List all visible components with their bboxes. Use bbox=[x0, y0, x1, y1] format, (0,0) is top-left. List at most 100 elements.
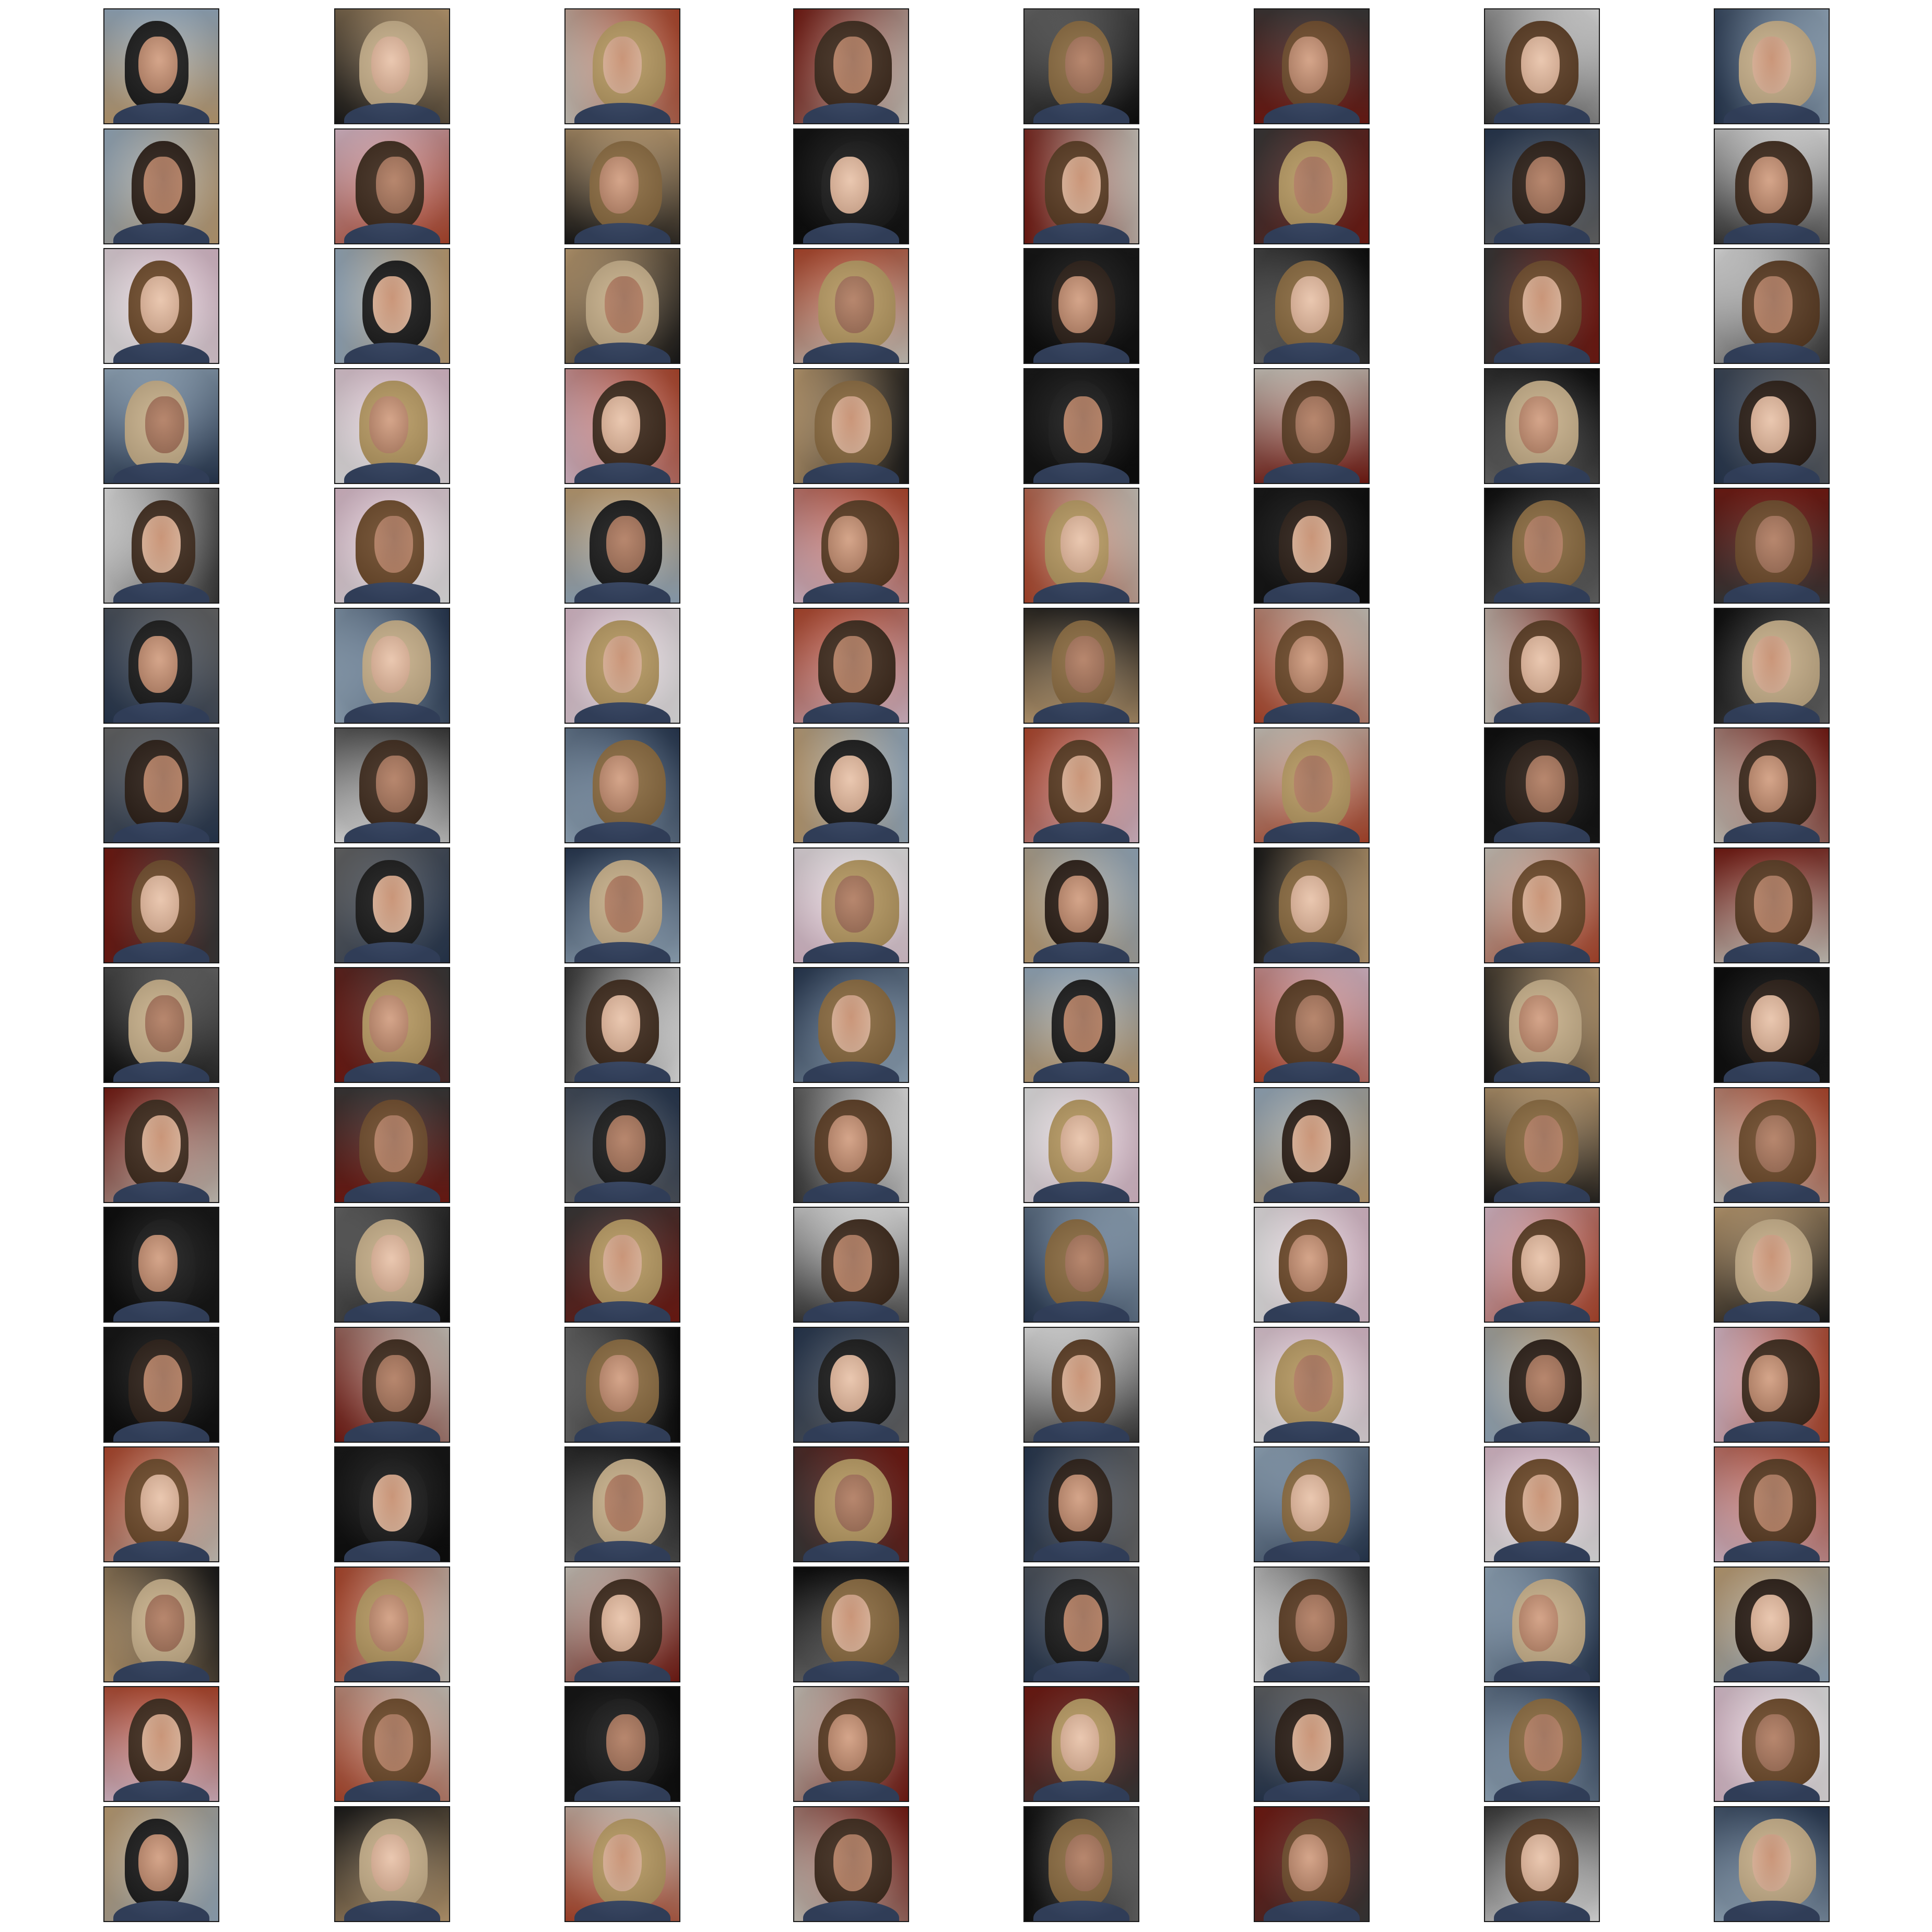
generated-face-image bbox=[103, 608, 219, 724]
generated-face-image bbox=[1254, 1566, 1370, 1682]
generated-face-image bbox=[793, 727, 909, 843]
generated-face-image bbox=[564, 1327, 680, 1443]
generated-face-image bbox=[103, 1806, 219, 1922]
generated-face-image bbox=[1484, 248, 1600, 364]
generated-face-image bbox=[1023, 967, 1139, 1083]
generated-face-image bbox=[1023, 847, 1139, 963]
generated-face-image bbox=[564, 1207, 680, 1323]
generated-face-image bbox=[1714, 967, 1830, 1083]
generated-face-image bbox=[1023, 1566, 1139, 1682]
generated-face-image bbox=[1484, 1087, 1600, 1203]
generated-face-image bbox=[1023, 608, 1139, 724]
generated-face-image bbox=[793, 967, 909, 1083]
generated-face-image bbox=[103, 727, 219, 843]
generated-face-image bbox=[1714, 1207, 1830, 1323]
generated-face-image bbox=[793, 1327, 909, 1443]
generated-face-image bbox=[334, 8, 450, 124]
generated-face-image bbox=[1254, 608, 1370, 724]
generated-face-image bbox=[1254, 128, 1370, 244]
generated-face-image bbox=[1714, 847, 1830, 963]
generated-face-image bbox=[793, 1087, 909, 1203]
generated-face-image bbox=[1714, 608, 1830, 724]
generated-face-image bbox=[1484, 128, 1600, 244]
generated-face-image bbox=[103, 368, 219, 484]
generated-face-image bbox=[793, 1806, 909, 1922]
generated-face-image bbox=[1023, 1686, 1139, 1802]
generated-face-image bbox=[1484, 1686, 1600, 1802]
generated-face-image bbox=[1023, 1806, 1139, 1922]
generated-face-image bbox=[1484, 727, 1600, 843]
generated-face-image bbox=[564, 248, 680, 364]
generated-face-image bbox=[564, 727, 680, 843]
generated-face-image bbox=[1254, 1207, 1370, 1323]
generated-face-image bbox=[1714, 368, 1830, 484]
generated-face-image bbox=[1714, 1566, 1830, 1682]
generated-face-image bbox=[103, 1327, 219, 1443]
generated-face-image bbox=[564, 1686, 680, 1802]
generated-face-image bbox=[1254, 1327, 1370, 1443]
generated-face-image bbox=[334, 488, 450, 604]
generated-face-image bbox=[334, 368, 450, 484]
generated-face-image bbox=[1484, 1446, 1600, 1562]
generated-face-image bbox=[793, 368, 909, 484]
generated-face-image bbox=[334, 608, 450, 724]
generated-face-image bbox=[1254, 727, 1370, 843]
generated-face-image bbox=[793, 8, 909, 124]
generated-face-image bbox=[1484, 1806, 1600, 1922]
generated-face-image bbox=[103, 248, 219, 364]
generated-face-image bbox=[1484, 1566, 1600, 1682]
generated-face-image bbox=[1254, 967, 1370, 1083]
generated-face-image bbox=[1023, 1207, 1139, 1323]
generated-face-image bbox=[1714, 1686, 1830, 1802]
generated-face-image bbox=[1714, 248, 1830, 364]
generated-face-image bbox=[793, 847, 909, 963]
generated-face-image bbox=[1023, 1087, 1139, 1203]
generated-face-image bbox=[103, 1207, 219, 1323]
generated-face-image bbox=[1023, 488, 1139, 604]
generated-face-image bbox=[1484, 8, 1600, 124]
generated-face-image bbox=[1254, 488, 1370, 604]
generated-face-image bbox=[1254, 847, 1370, 963]
generated-face-image bbox=[334, 1327, 450, 1443]
generated-face-image bbox=[334, 727, 450, 843]
generated-face-image bbox=[1023, 248, 1139, 364]
generated-face-image bbox=[334, 128, 450, 244]
generated-face-image bbox=[103, 847, 219, 963]
generated-face-image bbox=[1484, 1207, 1600, 1323]
generated-face-image bbox=[1714, 128, 1830, 244]
generated-face-image bbox=[1714, 1327, 1830, 1443]
generated-face-image bbox=[793, 128, 909, 244]
generated-face-image bbox=[334, 847, 450, 963]
generated-face-image bbox=[334, 1446, 450, 1562]
generated-face-image bbox=[1023, 1446, 1139, 1562]
generated-face-image bbox=[103, 1566, 219, 1682]
generated-face-image bbox=[564, 128, 680, 244]
generated-face-image bbox=[1714, 488, 1830, 604]
generated-face-image bbox=[334, 1686, 450, 1802]
generated-face-image bbox=[793, 1446, 909, 1562]
generated-face-image bbox=[1714, 1806, 1830, 1922]
generated-face-image bbox=[564, 1087, 680, 1203]
generated-face-image bbox=[564, 1566, 680, 1682]
generated-face-image bbox=[334, 1087, 450, 1203]
generated-face-image bbox=[1484, 1327, 1600, 1443]
generated-face-image bbox=[334, 967, 450, 1083]
generated-face-image bbox=[1254, 1686, 1370, 1802]
generated-face-image bbox=[793, 1566, 909, 1682]
generated-face-image bbox=[1254, 8, 1370, 124]
generated-face-image bbox=[793, 248, 909, 364]
generated-face-image bbox=[1484, 967, 1600, 1083]
generated-face-image bbox=[564, 967, 680, 1083]
generated-face-image bbox=[103, 128, 219, 244]
generated-face-image bbox=[1484, 488, 1600, 604]
generated-face-image bbox=[1023, 1327, 1139, 1443]
generated-face-image bbox=[1714, 1087, 1830, 1203]
generated-face-image bbox=[1254, 368, 1370, 484]
generated-face-image bbox=[1254, 248, 1370, 364]
generated-face-image bbox=[103, 1446, 219, 1562]
generated-face-image bbox=[1023, 368, 1139, 484]
generated-face-image bbox=[1254, 1087, 1370, 1203]
generated-face-image bbox=[564, 1446, 680, 1562]
generated-face-image bbox=[103, 967, 219, 1083]
